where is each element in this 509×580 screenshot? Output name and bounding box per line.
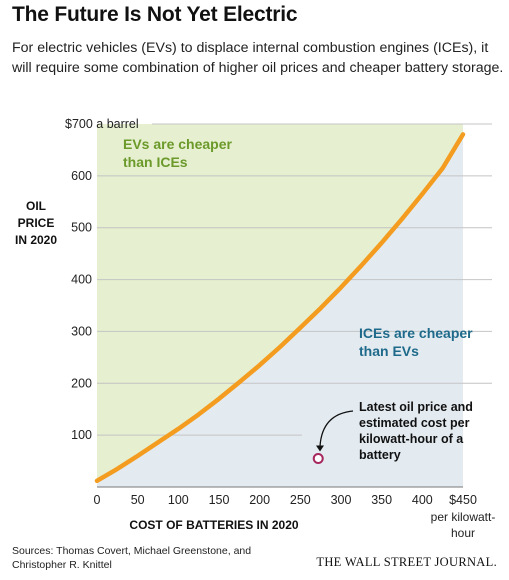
annotation-arrow: [319, 410, 354, 447]
annotation-text: Latest oil price and: [359, 400, 473, 414]
y-tick-label: 300: [71, 324, 92, 338]
y-tick-label: 200: [71, 376, 92, 390]
ev-cheaper-label: than ICEs: [123, 154, 188, 170]
y-tick-label: 500: [71, 221, 92, 235]
x-tick-label: 300: [331, 493, 352, 507]
y-tick-label: $700 a barrel: [65, 117, 139, 131]
x-tick-label: 100: [168, 493, 189, 507]
ev-cheaper-label: EVs are cheaper: [123, 136, 233, 152]
y-axis-title: PRICE: [18, 216, 55, 230]
x-tick-label: 400: [412, 493, 433, 507]
chart-title: The Future Is Not Yet Electric: [12, 3, 298, 26]
x-axis-title: COST OF BATTERIES IN 2020: [129, 518, 298, 532]
breakeven-curve: [94, 132, 466, 484]
y-tick-label: 100: [71, 428, 92, 442]
regions-layer: [97, 124, 463, 487]
y-axis-title: IN 2020: [15, 233, 57, 247]
publisher-brand: THE WALL STREET JOURNAL.: [316, 555, 497, 569]
annotation-text: battery: [359, 448, 401, 462]
ice-cheaper-label: than EVs: [359, 343, 419, 359]
x-tick-label: 250: [290, 493, 311, 507]
x-tick-label: 50: [131, 493, 145, 507]
labels-layer: 100 200 300 400 500 600 $700 a barrel 0 50 100 150…: [15, 117, 495, 540]
series-layer: [94, 132, 466, 484]
latest-data-point: [312, 452, 324, 464]
x-unit-label: hour: [451, 526, 475, 540]
ice-cheaper-region: [97, 134, 463, 487]
sources-note: Sources: Thomas Covert, Michael Greensto…: [12, 545, 252, 571]
y-tick-label: 400: [71, 273, 92, 287]
grid-layer: [97, 123, 492, 488]
y-axis-title: OIL: [26, 199, 46, 213]
annotation-text: kilowatt-hour of a: [359, 432, 464, 446]
ev-cheaper-region: [97, 124, 463, 481]
annotation-text: estimated cost per: [359, 416, 470, 430]
y-tick-label: 600: [71, 169, 92, 183]
x-tick-label: 350: [371, 493, 392, 507]
x-unit-label: per kilowatt-: [431, 510, 496, 524]
x-tick-label: 0: [94, 493, 101, 507]
x-tick-label: 150: [209, 493, 230, 507]
chart-subtitle: For electric vehicles (EVs) to displace …: [12, 40, 504, 76]
x-tick-label: $450: [449, 493, 477, 507]
annotation-arrowhead: [316, 445, 324, 452]
ice-cheaper-label: ICEs are cheaper: [359, 325, 473, 341]
x-tick-label: 200: [249, 493, 270, 507]
oil-vs-battery-chart: 100 200 300 400 500 600 $700 a barrel 0 50 100 150…: [15, 117, 495, 540]
